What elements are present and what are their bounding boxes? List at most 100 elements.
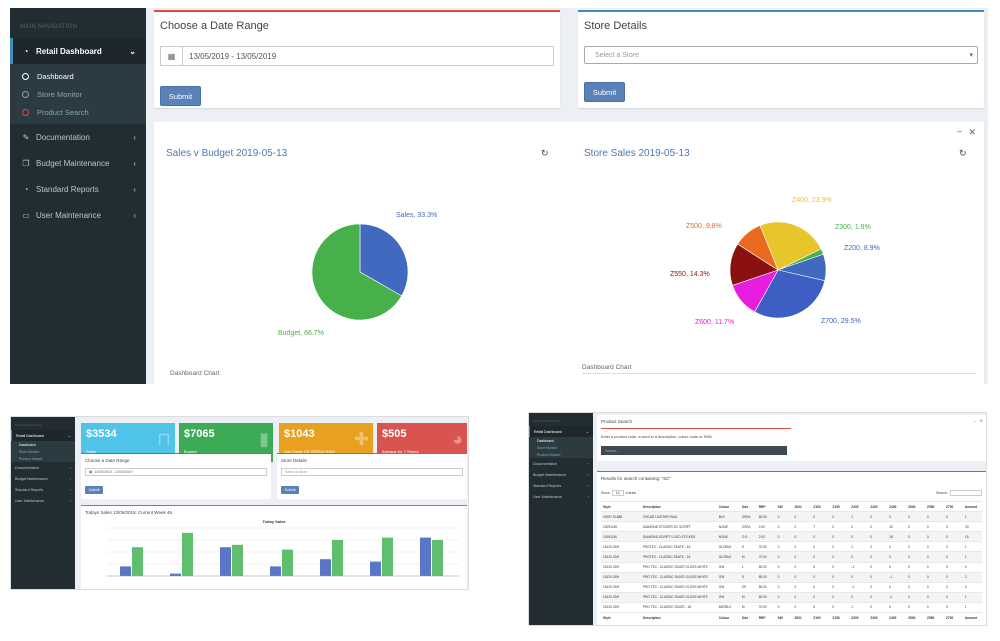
bar-budget-5[interactable] <box>382 537 393 576</box>
results-title: Results for search containing: "SC" <box>601 476 671 481</box>
pie-slice-z700[interactable] <box>754 269 826 319</box>
column-header[interactable]: Style <box>601 500 641 512</box>
sidebar-item-label: Retail Dashboard <box>36 46 102 56</box>
date-range-input[interactable]: ▦ 13/05/2019 - 13/05/2019 <box>160 46 554 66</box>
sidebar-subitem-dashboard[interactable]: Dashboard <box>529 437 593 444</box>
bar-budget-3[interactable] <box>282 549 293 576</box>
sidebar-item-budget-maintenance[interactable]: Budget Maintenance ‹ <box>11 473 75 484</box>
column-header[interactable]: Size <box>739 500 757 512</box>
sidebar-subitem-store-monitor[interactable]: Store Monitor <box>10 85 146 103</box>
minimize-icon[interactable]: – <box>956 126 962 136</box>
table-search-input[interactable] <box>950 490 982 496</box>
table-cell: 0 <box>811 541 831 552</box>
bar-budget-2[interactable] <box>232 544 243 576</box>
bar-sales-2[interactable] <box>220 547 231 576</box>
pie-slice-z400[interactable] <box>759 221 822 271</box>
table-row[interactable]: 15120-3SH PRO TEC - CLASSIC SKATE - 16 MAT… <box>601 601 982 613</box>
column-header[interactable]: Z300 <box>868 500 888 512</box>
column-header[interactable]: Z001 <box>792 500 812 512</box>
table-row[interactable]: 10091136 DIAMOND STICKER-SC SCRIPT NONE OSF… <box>601 521 982 532</box>
column-header[interactable]: Description <box>640 500 717 512</box>
table-row[interactable]: 15120-3SH PRO TEC - CLASSIC SKATE GLOSS W… <box>601 561 982 573</box>
minimize-icon[interactable]: – <box>973 418 976 423</box>
bar-sales-0[interactable] <box>120 566 131 576</box>
table-cell: L <box>739 561 757 573</box>
table-cell: 80.00 <box>756 581 776 593</box>
bar-budget-0[interactable] <box>132 547 143 576</box>
sidebar-item-retail-dashboard[interactable]: Retail Dashboard ⌄ <box>529 426 593 437</box>
close-icon[interactable]: ✕ <box>979 418 983 423</box>
sidebar-item-documentation[interactable]: ✎ Documentation ‹ <box>10 124 146 150</box>
column-header[interactable]: RRP <box>756 500 776 512</box>
sidebar-subitem-dashboard[interactable]: Dashboard <box>10 67 146 85</box>
date-range-submit-button[interactable]: Submit <box>85 486 103 494</box>
sidebar-subitem-product-search[interactable]: Product Search <box>11 455 75 462</box>
sidebar-subitem-store-monitor[interactable]: Store Monitor <box>11 448 75 455</box>
date-range-input[interactable]: ▦ 13/05/2019 - 13/05/2019 <box>85 468 267 476</box>
sidebar-item-budget-maintenance[interactable]: ❐ Budget Maintenance ‹ <box>10 150 146 176</box>
entries-select[interactable]: 10 <box>611 490 624 496</box>
store-select[interactable]: Select a Store <box>281 468 463 476</box>
bar-sales-1[interactable] <box>170 573 181 576</box>
thumb-sales-chart-box: Todays Sales 13/05/2019: Current Week 46… <box>81 505 467 589</box>
table-row[interactable]: 15120-3SH PRO TEC - CLASSIC SKATE GLOSS W… <box>601 571 982 583</box>
column-header[interactable]: Z100 <box>811 500 831 512</box>
product-search-input[interactable]: Search... <box>601 446 787 455</box>
table-cell: 0 <box>830 561 850 573</box>
sidebar-subitem-product-search[interactable]: Product Search <box>529 451 593 458</box>
column-header[interactable]: Z400 <box>887 500 907 512</box>
pie-slice-sales[interactable] <box>359 223 409 297</box>
table-row[interactable]: 15120-3SH PROTEC - CLASSIC SKATE - 16 GLOB… <box>601 551 982 563</box>
store-select[interactable]: Select a Store ▾ <box>584 46 978 64</box>
sidebar-item-user-maintenance[interactable]: User Maintenance ‹ <box>529 491 593 502</box>
table-row[interactable]: 15120-3SH PROTEC - CLASSIC SKATE - 16 GLOB… <box>601 541 982 552</box>
column-header[interactable]: SW <box>775 500 793 512</box>
table-cell: 0 <box>943 601 963 613</box>
close-icon[interactable]: ✕ <box>968 127 976 137</box>
refresh-icon[interactable]: ↻ <box>541 148 549 158</box>
edit-icon: ✎ <box>22 132 30 142</box>
bar-sales-4[interactable] <box>320 559 331 576</box>
bar-sales-6[interactable] <box>420 537 431 576</box>
sidebar-item-user-maintenance[interactable]: User Maintenance ‹ <box>11 495 75 506</box>
sidebar-item-standard-reports[interactable]: Standard Reports ‹ <box>11 484 75 495</box>
sidebar-item-standard-reports[interactable]: Standard Reports ‹ <box>529 480 593 491</box>
store-details-submit-button[interactable]: Submit <box>281 486 299 494</box>
sidebar-item-standard-reports[interactable]: ◔ Standard Reports ‹ <box>10 176 146 202</box>
bar-sales-5[interactable] <box>370 561 381 576</box>
column-header[interactable]: Z550 <box>925 500 944 512</box>
column-header[interactable]: Z500 <box>906 500 926 512</box>
bar-budget-1[interactable] <box>182 532 193 576</box>
store-details-submit-button[interactable]: Submit <box>584 82 625 102</box>
table-row[interactable]: 10097-S1885 OSCAR LEATHER BAG BLK OSFA 80.00… <box>601 511 982 522</box>
sidebar-item-user-maintenance[interactable]: ▭ User Maintenance ‹ <box>10 202 146 228</box>
pie-slice-budget[interactable] <box>311 223 403 321</box>
pie-label-z600: Z600, 11.7% <box>695 319 735 326</box>
sidebar-item-documentation[interactable]: Documentation ‹ <box>11 462 75 473</box>
table-row[interactable]: 15120-3SH PRO TEC - CLASSIC SKATE GLOSS W… <box>601 591 982 603</box>
column-header[interactable]: Colour <box>716 500 740 512</box>
table-cell: 0 <box>868 551 888 563</box>
bar-sales-3[interactable] <box>270 566 281 576</box>
bar-budget-6[interactable] <box>432 540 443 576</box>
sidebar-subitem-product-search[interactable]: Product Search <box>10 103 146 121</box>
sidebar-item-retail-dashboard[interactable]: ◔ Retail Dashboard ⌄ <box>10 38 146 64</box>
column-header[interactable]: Amount <box>962 500 982 512</box>
pie-slice-z500[interactable] <box>737 225 779 271</box>
sidebar-item-budget-maintenance[interactable]: Budget Maintenance ‹ <box>529 469 593 480</box>
stat-label: Budget <box>184 449 197 454</box>
sidebar-item-retail-dashboard[interactable]: Retail Dashboard ⌄ <box>11 430 75 441</box>
sidebar-item-documentation[interactable]: Documentation ‹ <box>529 458 593 469</box>
sidebar-subitem-dashboard[interactable]: Dashboard <box>11 441 75 448</box>
sidebar-subitem-store-monitor[interactable]: Store Monitor <box>529 444 593 451</box>
bar-budget-4[interactable] <box>332 540 343 576</box>
column-header[interactable]: Z150 <box>830 500 850 512</box>
chevron-left-icon: ‹ <box>587 483 589 488</box>
table-cell: 0 <box>868 601 888 613</box>
column-header[interactable]: Z700 <box>943 500 963 512</box>
table-row[interactable]: 10091136 DIAMOND SCRIPT LOGO STICKER NONE O… <box>601 531 982 542</box>
date-range-submit-button[interactable]: Submit <box>160 86 201 106</box>
refresh-icon[interactable]: ↻ <box>959 148 967 158</box>
column-header[interactable]: Z200 <box>849 500 869 512</box>
table-row[interactable]: 15120-3SH PRO TEC - CLASSIC SKATE GLOSS W… <box>601 581 982 593</box>
